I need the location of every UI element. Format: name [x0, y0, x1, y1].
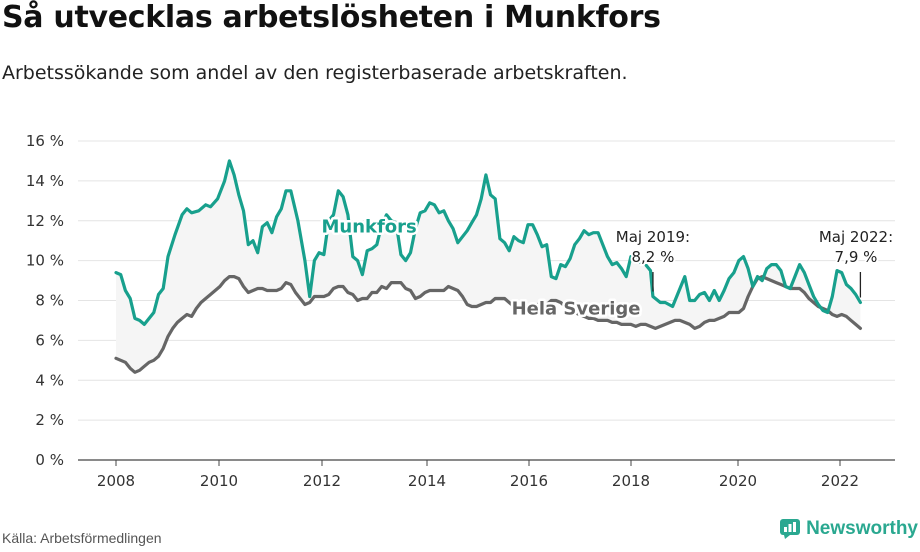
series-label-munkfors: Munkfors	[321, 217, 416, 238]
x-axis: 2008 2010 2012 2014 2016 2018 2020 2022	[78, 459, 895, 490]
annotation-value: 7,9 %	[835, 248, 878, 266]
y-tick-label: 12 %	[26, 212, 64, 230]
x-tick-label: 2022	[821, 472, 859, 490]
x-tick-label: 2012	[303, 472, 341, 490]
series-labels: Munkfors Hela Sverige	[319, 214, 643, 322]
annotation-value: 8,2 %	[631, 248, 674, 266]
x-tick-label: 2020	[719, 472, 757, 490]
y-tick-label: 16 %	[26, 132, 64, 150]
x-tick-label: 2014	[408, 472, 446, 490]
y-tick-label: 14 %	[26, 172, 64, 190]
line-chart: 0 % 2 % 4 % 6 % 8 % 10 % 12 % 14 % 16 % 2008 2010…	[26, 132, 895, 490]
y-tick-label: 8 %	[35, 292, 64, 310]
chart-subtitle: Arbetssökande som andel av den registerb…	[2, 62, 628, 84]
annotations: Maj 2019: 8,2 % Maj 2022: 7,9 %	[614, 226, 895, 298]
brand-name: Newsworthy	[806, 518, 918, 539]
series-label-hela-sverige: Hela Sverige	[512, 298, 641, 319]
source-note: Källa: Arbetsförmedlingen	[2, 530, 162, 546]
brand-logo: Newsworthy	[779, 518, 918, 540]
y-tick-label: 10 %	[26, 252, 64, 270]
y-tick-label: 2 %	[35, 411, 64, 429]
annotation-label: Maj 2019:	[616, 228, 690, 246]
y-tick-label: 4 %	[35, 371, 64, 389]
chart-title: Så utvecklas arbetslösheten i Munkfors	[2, 0, 661, 35]
x-tick-label: 2016	[510, 472, 548, 490]
series-line-munkfors	[114, 159, 863, 326]
newsworthy-logo-icon	[780, 519, 801, 539]
x-tick-label: 2008	[97, 472, 135, 490]
annotation-label: Maj 2022:	[819, 228, 893, 246]
y-tick-label: 0 %	[35, 451, 64, 469]
y-tick-label: 6 %	[35, 331, 64, 349]
x-tick-label: 2010	[200, 472, 238, 490]
x-tick-label: 2018	[612, 472, 650, 490]
y-axis: 0 % 2 % 4 % 6 % 8 % 10 % 12 % 14 % 16 %	[26, 132, 64, 469]
series-lines	[114, 159, 863, 374]
series-line-hela-sverige	[114, 275, 863, 374]
